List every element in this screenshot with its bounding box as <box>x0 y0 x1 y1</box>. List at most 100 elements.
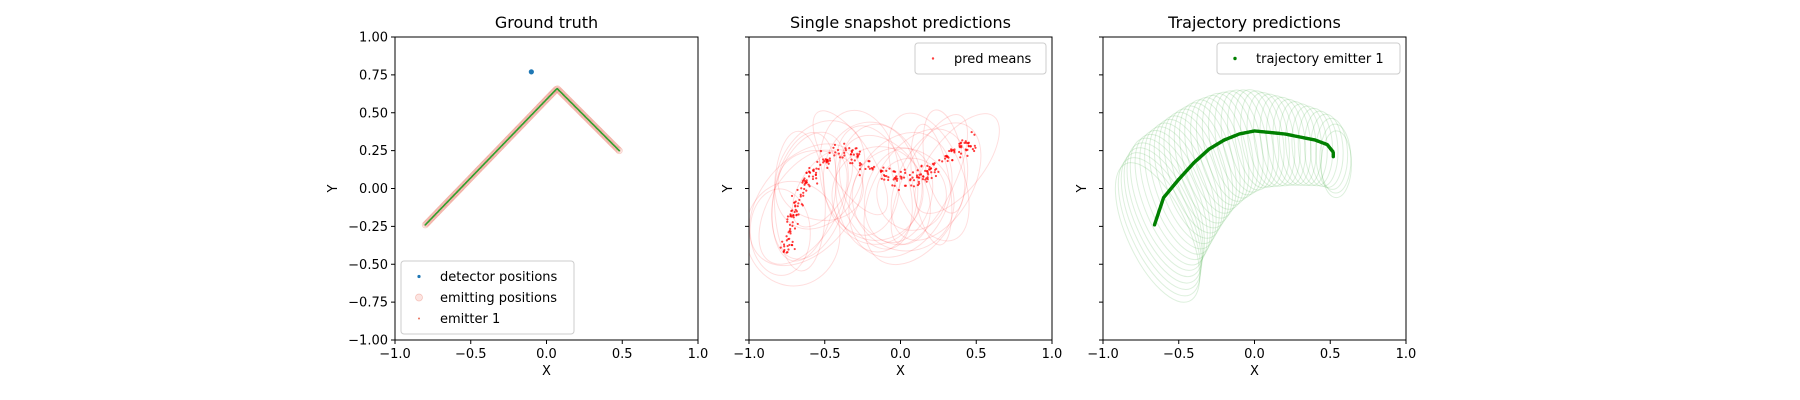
pred-mean-point <box>799 193 802 196</box>
pred-mean-point <box>924 169 927 172</box>
pred-mean-point <box>837 152 840 155</box>
covariance-ellipse <box>1253 93 1296 187</box>
covariance-ellipse <box>749 180 841 287</box>
pred-mean-point <box>816 182 819 185</box>
covariance-ellipse <box>851 147 955 252</box>
pred-mean-point <box>912 179 916 182</box>
legend-label: detector positions <box>440 270 558 285</box>
detector-position-point <box>528 69 534 75</box>
pred-mean-point <box>867 160 870 163</box>
pred-mean-point <box>803 177 806 180</box>
pred-mean-point <box>796 222 799 226</box>
pred-mean-point <box>796 205 799 208</box>
trajectory-point <box>1331 154 1335 159</box>
pred-mean-point <box>964 140 967 143</box>
pred-mean-point <box>885 169 888 172</box>
pred-mean-point <box>937 170 940 173</box>
pred-mean-point <box>921 178 925 181</box>
pred-mean-point <box>934 174 938 178</box>
pred-mean-point <box>789 227 792 231</box>
ground-truth-panel: Ground truth −1.0 −0.5 0.0 0.5 1.0 X −1.00 −0.75… <box>326 13 708 379</box>
pred-mean-point <box>970 130 973 134</box>
pred-mean-point <box>817 167 820 171</box>
covariance-ellipse <box>1184 99 1241 214</box>
pred-mean-point <box>958 150 961 154</box>
covariance-ellipse <box>1179 102 1237 219</box>
pred-mean-point <box>792 214 795 217</box>
pred-mean-point <box>790 194 794 198</box>
pred-mean-point <box>801 179 804 183</box>
covariance-ellipse <box>1173 105 1234 224</box>
pred-mean-point <box>892 178 895 181</box>
pred-mean-point <box>786 215 790 218</box>
x-tick-label: 1.0 <box>1396 347 1417 362</box>
pred-mean-point <box>933 168 937 171</box>
pred-mean-point <box>821 158 825 161</box>
pred-mean-point <box>791 244 794 247</box>
pred-mean-point <box>899 175 902 178</box>
pred-mean-point <box>930 176 933 180</box>
covariance-ellipse <box>818 109 901 236</box>
covariance-ellipse <box>771 131 849 260</box>
pred-mean-point <box>938 159 941 162</box>
pred-mean-point <box>781 240 784 243</box>
covariance-ellipse <box>863 128 969 266</box>
pred-mean-point <box>966 148 969 151</box>
pred-mean-point <box>926 177 929 181</box>
pred-mean-point <box>926 170 929 173</box>
pred-mean-point <box>785 239 788 242</box>
pred-mean-point <box>899 170 902 173</box>
pred-mean-point <box>799 195 802 198</box>
pred-mean-point <box>828 159 832 162</box>
covariance-ellipse <box>1319 123 1352 194</box>
pred-mean-point <box>850 158 853 161</box>
y-tick-label: 0.50 <box>359 106 388 121</box>
pred-mean-point <box>967 145 970 148</box>
covariance-ellipse <box>1117 157 1202 297</box>
pred-mean-point <box>807 175 811 178</box>
y-axis-label: Y <box>326 184 341 193</box>
pred-mean-point <box>795 210 798 213</box>
chart-title: Trajectory predictions <box>1167 13 1341 32</box>
pred-mean-point <box>800 203 803 206</box>
pred-mean-point <box>896 177 899 180</box>
pred-mean-point <box>826 166 829 169</box>
pred-mean-point <box>786 251 789 254</box>
pred-mean-point <box>973 133 976 136</box>
x-tick-label: −1.0 <box>733 347 765 362</box>
pred-mean-point <box>948 149 951 153</box>
covariance-ellipse <box>863 147 934 244</box>
x-axis-label: X <box>542 364 551 379</box>
covariance-ellipse <box>777 150 864 221</box>
pred-mean-point <box>779 246 782 249</box>
pred-mean-point <box>822 161 825 164</box>
legend-marker-trajectory-emitter-1 <box>1233 56 1237 61</box>
pred-mean-point <box>811 177 815 181</box>
x-axis-label: X <box>896 364 905 379</box>
pred-mean-point <box>911 171 915 174</box>
pred-mean-point <box>888 167 891 170</box>
covariance-ellipse <box>1139 130 1211 261</box>
pred-mean-point <box>858 161 862 165</box>
pred-mean-point <box>953 151 956 154</box>
legend-frame <box>914 42 1047 75</box>
x-tick-label: 1.0 <box>1042 347 1063 362</box>
pred-mean-point <box>871 168 874 171</box>
pred-mean-point <box>782 250 785 254</box>
legend-frame <box>400 260 575 335</box>
pred-mean-point <box>872 165 876 168</box>
covariance-ellipse <box>838 134 931 246</box>
pred-mean-point <box>973 144 976 147</box>
pred-mean-point <box>891 184 894 187</box>
pred-mean-point <box>893 184 896 187</box>
x-tick-label: 0.0 <box>1244 347 1265 362</box>
pred-mean-point <box>838 156 842 159</box>
pred-mean-point <box>961 139 964 142</box>
covariance-ellipse <box>1123 147 1203 284</box>
pred-mean-point <box>832 146 835 149</box>
covariance-ellipse <box>1240 90 1285 188</box>
pred-mean-point <box>853 159 856 162</box>
pred-mean-point <box>909 178 912 181</box>
pred-mean-point <box>858 164 861 167</box>
pred-mean-point <box>922 175 925 178</box>
